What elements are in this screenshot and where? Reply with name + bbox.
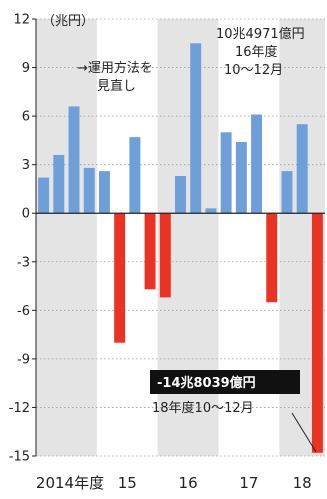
- bar-2017Q2: [235, 142, 247, 214]
- min-value-label-box: [150, 370, 300, 394]
- bar-2016Q4: [205, 208, 217, 214]
- x-tick-label: 16: [179, 474, 198, 492]
- y-tick-label: -3: [17, 255, 30, 270]
- y-tick-label: 0: [22, 207, 30, 222]
- min-period-label: 18年度10～12月: [152, 400, 254, 416]
- x-tick-label: 2014年度: [36, 474, 104, 492]
- policy-annotation-line2: 見直し: [97, 79, 136, 94]
- max-period-label1: 16年度: [235, 44, 278, 60]
- x-axis: 2014年度 15 16 17 18: [36, 474, 312, 492]
- bar-2014Q4: [83, 167, 95, 214]
- bar-2015Q3: [129, 137, 141, 214]
- bar-2018Q3: [311, 213, 323, 453]
- bar-2015Q2: [114, 213, 126, 343]
- y-tick-label: -15: [9, 450, 30, 465]
- bar-2017Q3: [251, 114, 263, 214]
- y-tick-label: -12: [9, 401, 30, 416]
- bar-2018Q1: [281, 171, 293, 214]
- bar-2016Q3: [190, 43, 202, 214]
- bar-2017Q1: [220, 132, 232, 214]
- bar-2018Q2: [296, 124, 308, 214]
- max-value-label: 10兆4971億円: [216, 26, 305, 42]
- y-tick-label: -9: [17, 352, 30, 367]
- y-tick-label: 9: [22, 61, 30, 76]
- policy-annotation-line1: →運用方法を: [77, 60, 153, 76]
- y-tick-label: 3: [22, 158, 30, 173]
- min-value-label: -14兆8039億円: [157, 375, 256, 391]
- unit-label: （兆円）: [42, 14, 94, 29]
- bars: [38, 43, 323, 453]
- bar-2014Q3: [68, 106, 80, 214]
- bar-2014Q1: [38, 177, 50, 214]
- y-tick-label: 6: [22, 110, 30, 125]
- bar-2015Q4: [144, 213, 156, 290]
- bar-2016Q2: [175, 175, 186, 214]
- x-tick-label: 15: [118, 474, 137, 492]
- y-tick-label: -6: [17, 304, 30, 319]
- bar-2014Q2: [53, 154, 65, 214]
- x-tick-label: 17: [239, 474, 258, 492]
- y-tick-label: 12: [13, 13, 30, 28]
- bar-2015Q1: [98, 171, 110, 214]
- x-tick-label: 18: [293, 474, 312, 492]
- max-period-label2: 10～12月: [224, 63, 283, 78]
- y-axis: 12 9 6 3 0 -3 -6 -9 -12 -15: [9, 13, 325, 465]
- year-band: [36, 19, 97, 456]
- bar-2016Q1: [159, 213, 171, 298]
- bar-2017Q4: [266, 213, 278, 303]
- min-value-leader: [291, 412, 317, 453]
